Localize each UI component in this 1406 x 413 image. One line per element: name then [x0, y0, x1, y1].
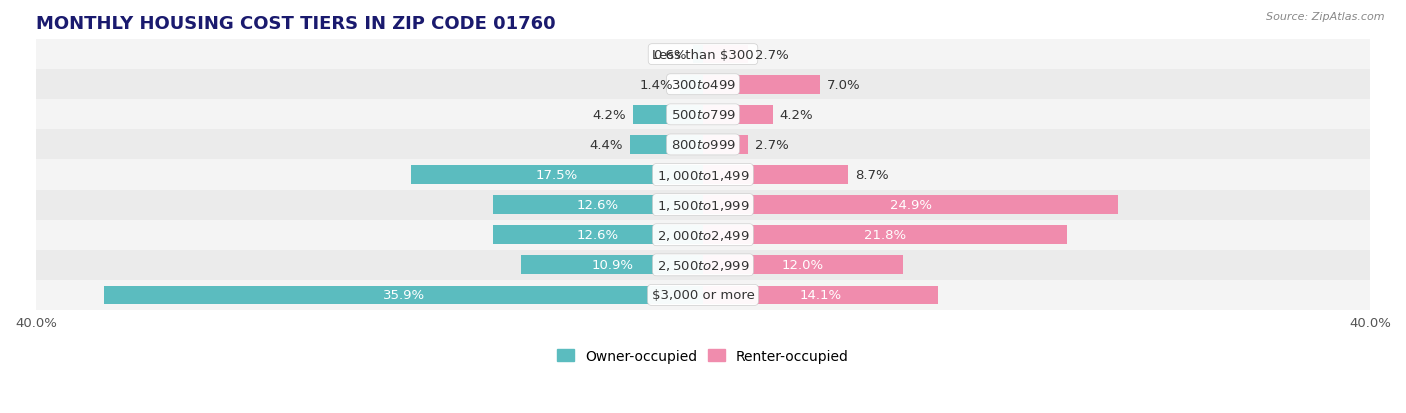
- Text: 0.6%: 0.6%: [652, 49, 686, 62]
- Text: 1.4%: 1.4%: [640, 78, 673, 92]
- Text: $2,500 to $2,999: $2,500 to $2,999: [657, 258, 749, 272]
- Text: 24.9%: 24.9%: [890, 199, 932, 211]
- Bar: [630, 136, 703, 154]
- Text: 7.0%: 7.0%: [827, 78, 860, 92]
- Bar: [703, 226, 1067, 244]
- Bar: [703, 196, 1118, 214]
- Text: MONTHLY HOUSING COST TIERS IN ZIP CODE 01760: MONTHLY HOUSING COST TIERS IN ZIP CODE 0…: [37, 15, 555, 33]
- Bar: [411, 166, 703, 185]
- Text: 4.4%: 4.4%: [589, 139, 623, 152]
- Bar: [703, 286, 938, 304]
- Bar: [37, 250, 1369, 280]
- Bar: [104, 286, 703, 304]
- Text: 12.0%: 12.0%: [782, 259, 824, 272]
- Bar: [37, 130, 1369, 160]
- Text: 17.5%: 17.5%: [536, 169, 578, 182]
- Bar: [703, 46, 748, 64]
- Text: 10.9%: 10.9%: [591, 259, 633, 272]
- Text: $300 to $499: $300 to $499: [671, 78, 735, 92]
- Text: 4.2%: 4.2%: [593, 109, 626, 121]
- Bar: [37, 70, 1369, 100]
- Bar: [703, 76, 820, 94]
- Text: 35.9%: 35.9%: [382, 289, 425, 301]
- Bar: [703, 256, 903, 275]
- Text: $3,000 or more: $3,000 or more: [651, 289, 755, 301]
- Text: 2.7%: 2.7%: [755, 139, 789, 152]
- Bar: [693, 46, 703, 64]
- Text: 12.6%: 12.6%: [576, 199, 619, 211]
- Text: 21.8%: 21.8%: [863, 229, 905, 242]
- Bar: [37, 40, 1369, 70]
- Bar: [37, 220, 1369, 250]
- Bar: [679, 76, 703, 94]
- Text: 8.7%: 8.7%: [855, 169, 889, 182]
- Bar: [494, 226, 703, 244]
- Text: 12.6%: 12.6%: [576, 229, 619, 242]
- Text: 14.1%: 14.1%: [800, 289, 842, 301]
- Bar: [37, 160, 1369, 190]
- Text: Less than $300: Less than $300: [652, 49, 754, 62]
- Legend: Owner-occupied, Renter-occupied: Owner-occupied, Renter-occupied: [557, 349, 849, 363]
- Bar: [494, 196, 703, 214]
- Bar: [633, 106, 703, 124]
- Bar: [703, 136, 748, 154]
- Text: $1,000 to $1,499: $1,000 to $1,499: [657, 168, 749, 182]
- Bar: [522, 256, 703, 275]
- Bar: [37, 100, 1369, 130]
- Bar: [703, 166, 848, 185]
- Bar: [37, 190, 1369, 220]
- Text: 4.2%: 4.2%: [780, 109, 813, 121]
- Text: Source: ZipAtlas.com: Source: ZipAtlas.com: [1267, 12, 1385, 22]
- Text: 2.7%: 2.7%: [755, 49, 789, 62]
- Text: $2,000 to $2,499: $2,000 to $2,499: [657, 228, 749, 242]
- Bar: [703, 106, 773, 124]
- Text: $800 to $999: $800 to $999: [671, 139, 735, 152]
- Text: $500 to $799: $500 to $799: [671, 109, 735, 121]
- Text: $1,500 to $1,999: $1,500 to $1,999: [657, 198, 749, 212]
- Bar: [37, 280, 1369, 310]
